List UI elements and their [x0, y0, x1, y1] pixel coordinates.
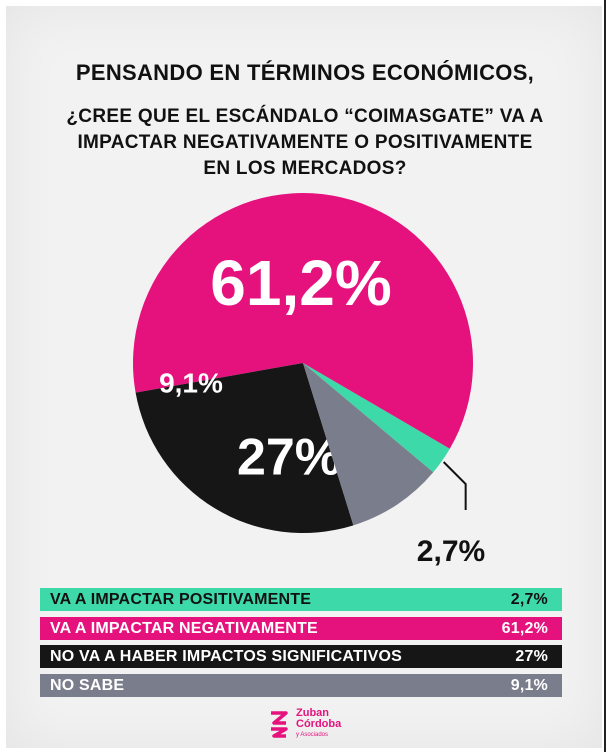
legend-row-no-impact: NO VA A HABER IMPACTOS SIGNIFICATIVOS 27… [40, 645, 562, 668]
legend-value: 61,2% [501, 619, 548, 637]
border-line [604, 0, 606, 752]
pie-slice-1 [303, 363, 450, 473]
legend-value: 27% [515, 647, 548, 665]
question-line-3: EN LOS MERCADOS? [203, 158, 407, 179]
pie-label-4: 9,1% [159, 367, 223, 398]
legend-row-negative: VA A IMPACTAR NEGATIVAMENTE 61,2% [40, 617, 562, 640]
legend-label: NO SABE [50, 676, 125, 694]
leader-line [442, 461, 467, 510]
pie-label-3: 27% [237, 429, 341, 487]
pie-slice-2 [132, 193, 473, 449]
logo-line-3: y Asociados [296, 731, 329, 738]
question-line-1: ¿CREE QUE EL ESCÁNDALO “COIMASGATE” VA A [66, 106, 544, 127]
legend-label: VA A IMPACTAR POSITIVAMENTE [50, 590, 312, 608]
logo-line-1: Zuban [296, 706, 329, 719]
pie-label-1: 2,7% [417, 535, 485, 568]
pie-slice-4 [303, 363, 434, 526]
pie-slice-3 [135, 363, 354, 533]
pie-label-2: 61,2% [210, 247, 391, 319]
legend-row-no-sabe: NO SABE 9,1% [40, 674, 562, 697]
question-text: ¿CREE QUE EL ESCÁNDALO “COIMASGATE” VA A… [20, 104, 590, 182]
brand-logo: Zuban Córdoba y Asociados [268, 706, 341, 742]
page-title: PENSANDO EN TÉRMINOS ECONÓMICOS, [75, 60, 535, 85]
pie-chart: 2,7% 61,2% 27% 9,1% [132, 193, 485, 568]
logo-mark-icon [271, 711, 288, 738]
question-line-2: IMPACTAR NEGATIVAMENTE O POSITIVAMENTE [77, 132, 533, 153]
legend-value: 2,7% [510, 590, 548, 608]
logo-text: Zuban Córdoba y Asociados [296, 706, 342, 741]
legend-label: VA A IMPACTAR NEGATIVAMENTE [50, 619, 318, 637]
legend-row-positive: VA A IMPACTAR POSITIVAMENTE 2,7% [40, 588, 562, 611]
logo-line-2: Córdoba [296, 717, 342, 730]
legend-value: 9,1% [510, 676, 548, 694]
legend-label: NO VA A HABER IMPACTOS SIGNIFICATIVOS [50, 647, 403, 665]
